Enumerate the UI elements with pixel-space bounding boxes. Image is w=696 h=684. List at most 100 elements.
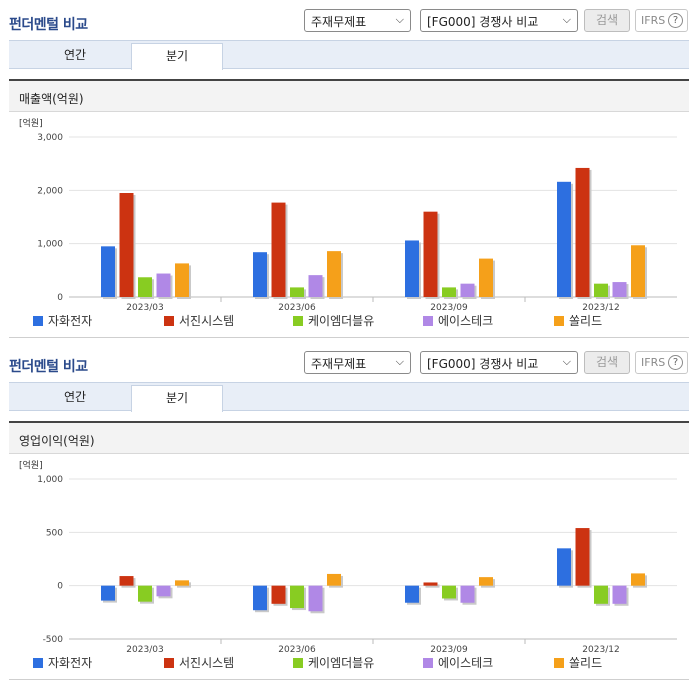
search-button[interactable]: 검색 — [584, 9, 630, 32]
revenue-chart: [억원] 0 1,000 2,000 3,000 2023/03 2023/06 2023/0… — [9, 112, 689, 338]
y-tick-label: 500 — [46, 528, 63, 538]
legend-item[interactable]: 케이엠더블유 — [293, 312, 374, 329]
period-tabs: 연간 분기 — [9, 40, 689, 70]
legend-label: 서진시스템 — [179, 314, 235, 328]
bar[interactable] — [423, 582, 438, 586]
tab-quarterly[interactable]: 분기 — [131, 385, 223, 412]
peer-group-select[interactable]: [FG000] 경쟁사 비교 ⌵ — [420, 351, 578, 374]
chart-legend: 자화전자 서진시스템 케이엠더블유 에이스테크 쏠리드 — [9, 312, 689, 332]
x-tick-label: 2023/06 — [278, 303, 316, 312]
bar[interactable] — [271, 585, 286, 604]
legend-swatch — [293, 316, 303, 326]
bar[interactable] — [575, 167, 590, 297]
bar[interactable] — [308, 275, 323, 297]
bar[interactable] — [631, 245, 645, 297]
chevron-down-icon: ⌵ — [395, 13, 404, 26]
operating-profit-chart: [억원] -500 0 500 1,000 2023/03 2023/06 2023/09 20… — [9, 454, 689, 680]
chart-panel-header: 영업이익(억원) — [9, 421, 689, 454]
legend-item[interactable]: 에이스테크 — [423, 312, 493, 329]
bar[interactable] — [327, 573, 341, 586]
divider — [9, 679, 689, 680]
legend-swatch — [293, 658, 303, 668]
bar[interactable] — [405, 240, 419, 297]
bar[interactable] — [138, 277, 152, 297]
bar[interactable] — [138, 585, 152, 602]
bar[interactable] — [156, 585, 171, 597]
bar[interactable] — [308, 585, 323, 612]
statement-type-select[interactable]: 주재무제표 ⌵ — [304, 351, 411, 374]
question-circle-icon[interactable]: ? — [668, 355, 683, 370]
ifrs-button[interactable]: IFRS ? — [635, 9, 688, 32]
legend-label: 케이엠더블유 — [308, 314, 375, 328]
ifrs-label: IFRS — [641, 356, 666, 369]
legend-item[interactable]: 서진시스템 — [164, 654, 234, 671]
bar[interactable] — [612, 585, 627, 604]
legend-label: 쏠리드 — [569, 314, 603, 328]
question-circle-icon[interactable]: ? — [668, 13, 683, 28]
y-tick-label: 1,000 — [37, 240, 63, 250]
bar[interactable] — [594, 585, 608, 604]
bar[interactable] — [327, 251, 341, 297]
chart-title: 매출액(억원) — [19, 92, 84, 106]
bar[interactable] — [253, 252, 267, 297]
chevron-down-icon: ⌵ — [395, 355, 404, 368]
bar[interactable] — [405, 585, 419, 603]
x-tick-label: 2023/12 — [582, 303, 619, 312]
legend-item[interactable]: 자화전자 — [33, 312, 92, 329]
legend-swatch — [164, 316, 174, 326]
bar[interactable] — [253, 585, 267, 611]
bar[interactable] — [557, 181, 571, 297]
legend-item[interactable]: 서진시스템 — [164, 312, 234, 329]
legend-label: 에이스테크 — [438, 656, 494, 670]
legend-swatch — [554, 658, 564, 668]
legend-label: 에이스테크 — [438, 314, 494, 328]
tab-annual[interactable]: 연간 — [63, 48, 87, 62]
bar[interactable] — [442, 287, 456, 297]
bar[interactable] — [612, 282, 627, 297]
x-tick-label: 2023/03 — [126, 645, 163, 654]
bar[interactable] — [175, 263, 189, 297]
bar-shadow — [425, 584, 440, 588]
ifrs-button[interactable]: IFRS ? — [635, 351, 688, 374]
bar[interactable] — [271, 202, 286, 297]
tab-quarterly[interactable]: 분기 — [131, 43, 223, 70]
chevron-down-icon: ⌵ — [562, 13, 571, 26]
bar[interactable] — [442, 585, 456, 599]
bar[interactable] — [557, 548, 571, 586]
legend-item[interactable]: 쏠리드 — [554, 312, 602, 329]
bar[interactable] — [290, 287, 304, 297]
statement-type-select[interactable]: 주재무제표 ⌵ — [304, 9, 411, 32]
bar[interactable] — [575, 528, 590, 586]
bar[interactable] — [423, 211, 438, 297]
bar[interactable] — [290, 585, 304, 609]
legend-swatch — [423, 658, 433, 668]
bar[interactable] — [156, 273, 171, 297]
search-button[interactable]: 검색 — [584, 351, 630, 374]
bar[interactable] — [460, 585, 475, 603]
peer-group-select[interactable]: [FG000] 경쟁사 비교 ⌵ — [420, 9, 578, 32]
bar[interactable] — [594, 283, 608, 297]
bar[interactable] — [460, 283, 475, 297]
bar[interactable] — [101, 585, 115, 601]
bar[interactable] — [175, 580, 189, 586]
bar[interactable] — [479, 577, 493, 586]
y-tick-label: 1,000 — [37, 475, 63, 485]
legend-label: 서진시스템 — [179, 656, 235, 670]
chevron-down-icon: ⌵ — [562, 355, 571, 368]
legend-item[interactable]: 자화전자 — [33, 654, 92, 671]
legend-item[interactable]: 에이스테크 — [423, 654, 493, 671]
legend-item[interactable]: 쏠리드 — [554, 654, 602, 671]
peer-group-value: [FG000] 경쟁사 비교 — [427, 15, 539, 29]
revenue-chart-svg: [억원] 0 1,000 2,000 3,000 2023/03 2023/06 2023/0… — [19, 117, 677, 313]
legend-item[interactable]: 케이엠더블유 — [293, 654, 374, 671]
tab-annual[interactable]: 연간 — [63, 390, 87, 404]
y-tick-label: 0 — [57, 582, 63, 592]
x-tick-label: 2023/03 — [126, 303, 163, 312]
bar[interactable] — [119, 576, 134, 586]
fundamental-compare-section-2: 펀더멘털 비교 주재무제표 ⌵ [FG000] 경쟁사 비교 ⌵ 검색 IFRS… — [0, 342, 696, 684]
bar[interactable] — [631, 573, 645, 586]
period-tabs: 연간 분기 — [9, 382, 689, 412]
bar[interactable] — [119, 193, 134, 297]
bar[interactable] — [101, 246, 115, 297]
bar[interactable] — [479, 258, 493, 297]
